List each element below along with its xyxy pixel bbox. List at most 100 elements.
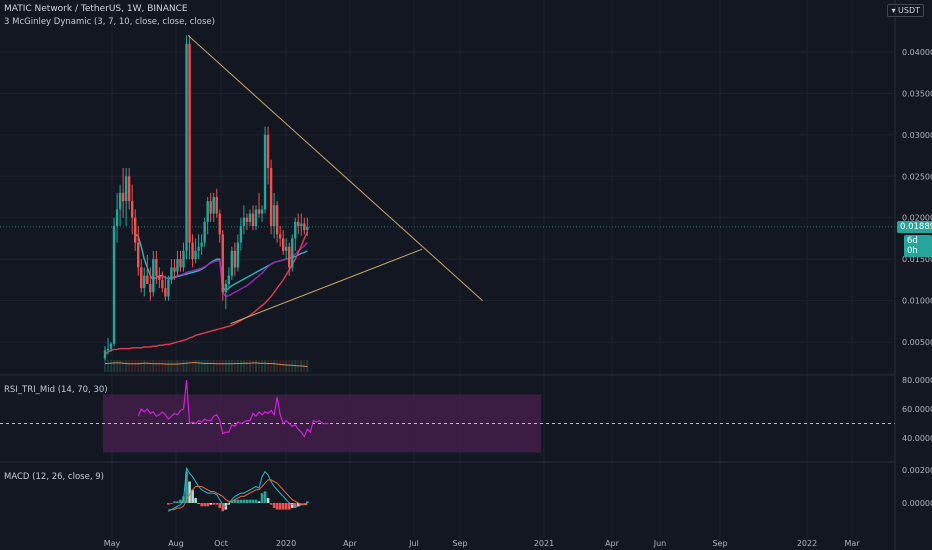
mcginley-indicator-label[interactable]: 3 McGinley Dynamic (3, 7, 10, close, clo…: [4, 17, 215, 27]
volume-bar: [206, 360, 209, 372]
symbol-title[interactable]: MATIC Network / TetherUS, 1W, BINANCE: [4, 4, 188, 14]
volume-bar: [173, 360, 176, 372]
candle-body: [109, 343, 113, 349]
chevron-down-icon: ▾: [891, 6, 896, 15]
candle-body: [146, 275, 149, 284]
rsi-indicator-label[interactable]: RSI_TRI_Mid (14, 70, 30): [4, 385, 108, 395]
volume-bar: [122, 360, 125, 372]
time-tick-label: Mar: [844, 539, 860, 548]
candle-body: [242, 217, 246, 226]
candle-body: [194, 250, 197, 260]
volume-bar: [255, 360, 257, 372]
candle-body: [221, 234, 224, 293]
volume-bar: [200, 360, 203, 372]
volume-bar: [233, 360, 236, 372]
macd-indicator-label[interactable]: MACD (12, 26, close, 9): [4, 472, 104, 482]
last-price-badge: 0.01889: [897, 221, 932, 233]
volume-bar: [113, 360, 116, 372]
candle-body: [288, 246, 291, 268]
time-tick-label: 2021: [534, 539, 554, 548]
candle-body: [124, 176, 128, 202]
price-tick-label: 0.03500: [902, 89, 932, 98]
candle-body: [200, 242, 203, 247]
volume-bar: [251, 360, 254, 372]
volume-bar: [261, 360, 264, 372]
candle-body: [303, 223, 306, 231]
macd-histogram-bar: [176, 501, 179, 503]
volume-bar: [285, 360, 288, 372]
volume-bar: [239, 360, 242, 372]
macd-histogram-bar: [239, 499, 243, 503]
macd-histogram-bar: [215, 503, 219, 505]
macd-histogram-bar: [221, 503, 225, 512]
candle-body: [285, 246, 288, 251]
candle-body: [227, 275, 231, 284]
candle-body: [197, 246, 200, 251]
macd-histogram-bar: [197, 503, 200, 504]
candle-body: [245, 217, 249, 222]
candle-body: [164, 288, 167, 297]
candle-body: [127, 176, 131, 202]
macd-histogram-bar: [284, 503, 288, 510]
candle-body: [224, 284, 227, 293]
macd-histogram-bar: [306, 501, 309, 503]
macd-histogram-bar: [245, 499, 249, 503]
volume-bar: [191, 360, 194, 372]
macd-histogram-bar: [260, 493, 264, 503]
macd-histogram-bar: [209, 503, 212, 505]
volume-bar: [152, 360, 155, 372]
macd-histogram-bar: [218, 503, 222, 508]
macd-histogram-bar: [242, 499, 246, 503]
macd-histogram-bar: [278, 503, 282, 510]
candle-body: [251, 213, 255, 226]
macd-histogram-bar: [173, 501, 176, 503]
volume-bar: [258, 360, 261, 372]
candle-body: [269, 168, 273, 226]
rsi-line: [137, 379, 329, 438]
volume-bar: [276, 360, 279, 372]
macd-histogram-bar: [266, 498, 270, 503]
candle-body: [167, 279, 170, 297]
volume-bar: [227, 360, 230, 372]
volume-bar: [242, 360, 245, 372]
macd-histogram-bar: [200, 503, 203, 507]
volume-bar: [273, 360, 276, 372]
volume-bar: [125, 360, 128, 372]
trendline: [230, 248, 423, 325]
volume-bar: [230, 360, 233, 372]
candle-body: [248, 213, 252, 222]
candle-body: [130, 201, 134, 218]
candle-body: [294, 221, 297, 239]
candle-body: [215, 197, 218, 214]
candle-body: [291, 238, 294, 268]
volume-bar: [291, 360, 294, 372]
price-tick-label: 0.02500: [902, 172, 932, 181]
macd-histogram-bar: [281, 503, 285, 510]
candle-body: [206, 201, 209, 222]
macd-tick-label: 0.00000: [902, 499, 932, 508]
candle-body: [182, 250, 185, 268]
rsi-tick-label: 80.00000: [902, 376, 932, 385]
volume-bar: [170, 360, 173, 372]
candle-body: [239, 226, 243, 243]
volume-bar: [182, 360, 185, 372]
macd-histogram-bar: [251, 499, 255, 503]
volume-bar: [270, 360, 273, 372]
macd-histogram-bar: [293, 503, 297, 508]
macd-tick-label: 0.00200: [902, 466, 932, 475]
volume-bar: [185, 360, 188, 372]
currency-button[interactable]: ▾ USDT: [887, 4, 924, 17]
macd-histogram-bar: [263, 491, 267, 503]
candle-body: [212, 197, 215, 214]
price-pane: [0, 35, 895, 372]
candle-body: [118, 192, 122, 210]
macd-histogram-bar: [257, 501, 261, 503]
volume-bar: [245, 360, 248, 372]
candle-body: [188, 43, 191, 243]
macd-histogram-bar: [212, 503, 216, 505]
candle-body: [254, 209, 258, 226]
volume-bar: [134, 360, 137, 372]
price-tick-label: 0.01500: [902, 255, 932, 264]
candle-body: [149, 284, 152, 293]
